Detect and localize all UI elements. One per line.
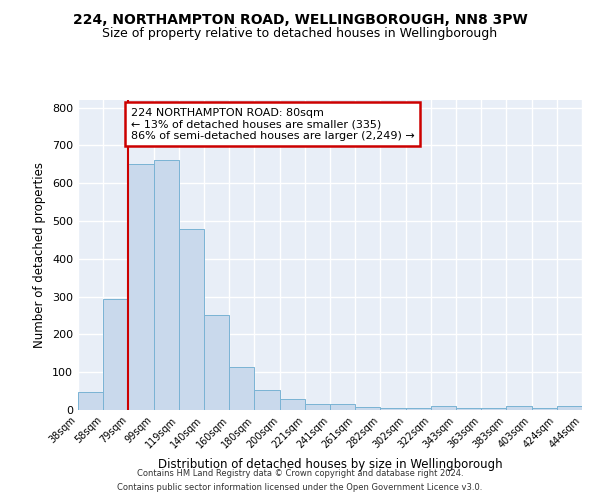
Bar <box>229 367 254 410</box>
Text: 224 NORTHAMPTON ROAD: 80sqm
← 13% of detached houses are smaller (335)
86% of se: 224 NORTHAMPTON ROAD: 80sqm ← 13% of det… <box>131 108 415 141</box>
X-axis label: Distribution of detached houses by size in Wellingborough: Distribution of detached houses by size … <box>158 458 502 471</box>
Bar <box>557 406 582 410</box>
Bar <box>254 390 280 410</box>
Bar <box>431 406 456 410</box>
Bar <box>355 408 380 410</box>
Bar <box>330 404 355 410</box>
Bar <box>532 408 557 410</box>
Bar <box>481 408 506 410</box>
Bar <box>179 230 204 410</box>
Text: Contains public sector information licensed under the Open Government Licence v3: Contains public sector information licen… <box>118 484 482 492</box>
Bar <box>406 408 431 410</box>
Bar <box>103 299 128 410</box>
Y-axis label: Number of detached properties: Number of detached properties <box>34 162 46 348</box>
Bar <box>128 164 154 410</box>
Bar <box>78 392 103 410</box>
Bar <box>305 404 330 410</box>
Bar <box>380 408 406 410</box>
Bar <box>280 398 305 410</box>
Bar <box>204 314 229 410</box>
Text: Contains HM Land Registry data © Crown copyright and database right 2024.: Contains HM Land Registry data © Crown c… <box>137 468 463 477</box>
Text: 224, NORTHAMPTON ROAD, WELLINGBOROUGH, NN8 3PW: 224, NORTHAMPTON ROAD, WELLINGBOROUGH, N… <box>73 12 527 26</box>
Text: Size of property relative to detached houses in Wellingborough: Size of property relative to detached ho… <box>103 28 497 40</box>
Bar <box>456 408 481 410</box>
Bar <box>506 406 532 410</box>
Bar <box>154 160 179 410</box>
